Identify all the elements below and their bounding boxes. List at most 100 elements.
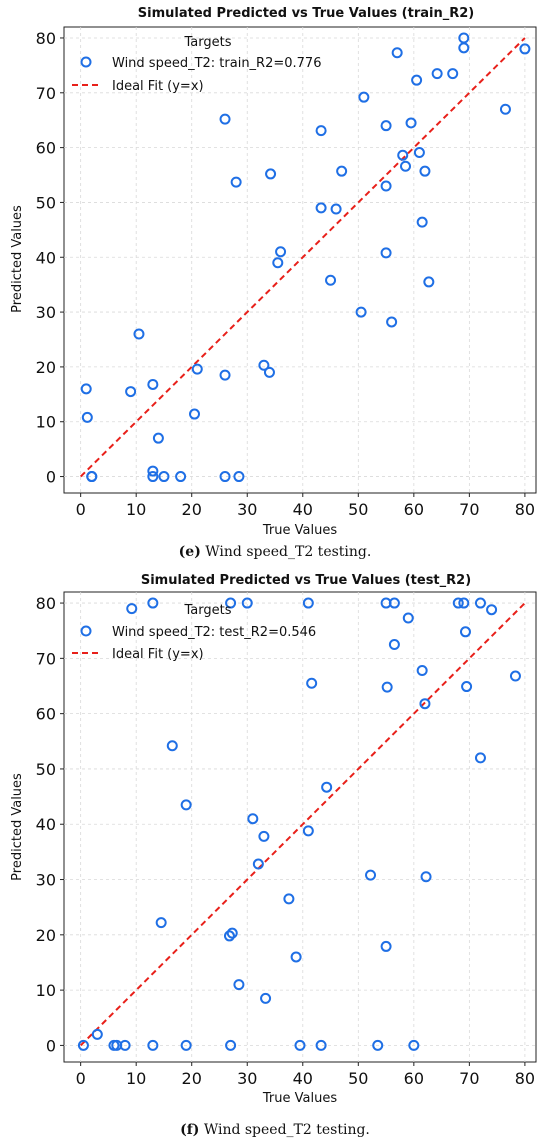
x-tick-label: 10 bbox=[126, 500, 146, 519]
scatter-point bbox=[405, 117, 417, 129]
caption-text: Wind speed_T2 testing. bbox=[201, 544, 372, 560]
caption-label: (e) bbox=[179, 544, 201, 560]
y-tick-label: 70 bbox=[36, 649, 56, 668]
scatter-point bbox=[411, 74, 423, 86]
legend-title: Targets bbox=[184, 603, 232, 618]
scatter-point bbox=[241, 597, 253, 609]
y-tick-label: 70 bbox=[36, 84, 56, 103]
scatter-point bbox=[315, 1039, 327, 1051]
y-tick-label: 30 bbox=[36, 303, 56, 322]
x-tick-label: 50 bbox=[348, 500, 368, 519]
scatter-point bbox=[330, 203, 342, 215]
legend: Targets Wind speed_T2: test_R2=0.546 Ide… bbox=[72, 603, 316, 662]
x-ticks: 0 10 20 30 40 50 60 70 80 bbox=[76, 1062, 535, 1088]
legend-label-fit: Ideal Fit (y=x) bbox=[112, 647, 204, 662]
scatter-point bbox=[381, 681, 393, 693]
figure-caption-e: (e) Wind speed_T2 testing. bbox=[179, 544, 372, 560]
scatter-point bbox=[321, 781, 333, 793]
scatter-point bbox=[233, 979, 245, 991]
scatter-point bbox=[225, 1039, 237, 1051]
scatter-point bbox=[283, 893, 295, 905]
y-tick-label: 50 bbox=[36, 760, 56, 779]
y-tick-label: 10 bbox=[36, 981, 56, 1000]
caption-label: (f) bbox=[180, 1122, 199, 1138]
scatter-point bbox=[302, 597, 314, 609]
scatter-point bbox=[315, 125, 327, 137]
scatter-point bbox=[420, 871, 432, 883]
scatter-point bbox=[147, 378, 159, 390]
y-tick-label: 20 bbox=[36, 358, 56, 377]
y-tick-label: 0 bbox=[46, 1036, 56, 1055]
scatter-point bbox=[158, 471, 170, 483]
scatter-point bbox=[133, 328, 145, 340]
scatter-point bbox=[431, 68, 443, 80]
scatter-point bbox=[80, 383, 92, 395]
scatter-point bbox=[180, 1039, 192, 1051]
scatter-point bbox=[233, 471, 245, 483]
scatter-points bbox=[80, 32, 531, 483]
scatter-point bbox=[423, 276, 435, 288]
scatter-point bbox=[380, 180, 392, 192]
scatter-point bbox=[290, 951, 302, 963]
scatter-point bbox=[388, 597, 400, 609]
scatter-point bbox=[81, 411, 93, 423]
ideal-fit-line bbox=[79, 602, 526, 1047]
y-ticks: 0 10 20 30 40 50 60 70 80 bbox=[36, 29, 64, 487]
y-tick-label: 40 bbox=[36, 815, 56, 834]
scatter-point bbox=[519, 43, 531, 55]
scatter-point bbox=[400, 160, 412, 172]
x-tick-label: 20 bbox=[182, 500, 202, 519]
scatter-point bbox=[391, 47, 403, 59]
scatter-point bbox=[336, 165, 348, 177]
scatter-point bbox=[306, 677, 318, 689]
scatter-point bbox=[247, 813, 259, 825]
scatter-point bbox=[166, 740, 178, 752]
scatter-point bbox=[413, 147, 425, 159]
x-tick-label: 80 bbox=[515, 1069, 535, 1088]
scatter-point bbox=[419, 698, 431, 710]
scatter-point bbox=[219, 471, 231, 483]
scatter-point bbox=[325, 274, 337, 286]
chart-title: Simulated Predicted vs True Values (test… bbox=[141, 573, 471, 588]
scatter-point bbox=[499, 103, 511, 115]
x-axis-label: True Values bbox=[262, 1091, 337, 1106]
x-tick-label: 0 bbox=[76, 500, 86, 519]
legend-title: Targets bbox=[184, 35, 232, 50]
y-tick-label: 10 bbox=[36, 413, 56, 432]
legend-marker-points bbox=[80, 625, 92, 637]
chart-test: Simulated Predicted vs True Values (test… bbox=[10, 573, 537, 1106]
scatter-point bbox=[147, 597, 159, 609]
x-tick-label: 50 bbox=[348, 1069, 368, 1088]
plot-frame bbox=[63, 591, 537, 1063]
scatter-points bbox=[77, 597, 521, 1051]
x-tick-label: 30 bbox=[237, 1069, 257, 1088]
legend-label-fit: Ideal Fit (y=x) bbox=[112, 79, 204, 94]
scatter-point bbox=[294, 1039, 306, 1051]
scatter-point bbox=[258, 359, 270, 371]
scatter-point bbox=[458, 42, 470, 54]
scatter-point bbox=[272, 257, 284, 269]
scatter-point bbox=[447, 68, 459, 80]
scatter-point bbox=[408, 1039, 420, 1051]
x-tick-label: 40 bbox=[293, 500, 313, 519]
scatter-point bbox=[365, 869, 377, 881]
y-axis-label: Predicted Values bbox=[10, 773, 25, 881]
scatter-point bbox=[458, 597, 470, 609]
ideal-fit-line bbox=[79, 37, 526, 478]
figure-caption-f: (f) Wind speed_T2 testing. bbox=[180, 1122, 370, 1138]
chart-train: Simulated Predicted vs True Values (trai… bbox=[10, 6, 537, 538]
legend-marker-points bbox=[80, 56, 92, 68]
scatter-point bbox=[225, 597, 237, 609]
scatter-point bbox=[265, 168, 277, 180]
scatter-point bbox=[155, 917, 167, 929]
y-tick-label: 80 bbox=[36, 594, 56, 613]
scatter-point bbox=[386, 316, 398, 328]
caption-text: Wind speed_T2 testing. bbox=[199, 1122, 370, 1138]
legend: Targets Wind speed_T2: train_R2=0.776 Id… bbox=[72, 35, 321, 94]
scatter-point bbox=[147, 465, 159, 477]
scatter-point bbox=[91, 1028, 103, 1040]
scatter-point bbox=[416, 216, 428, 228]
x-tick-label: 30 bbox=[237, 500, 257, 519]
scatter-point bbox=[147, 471, 159, 483]
